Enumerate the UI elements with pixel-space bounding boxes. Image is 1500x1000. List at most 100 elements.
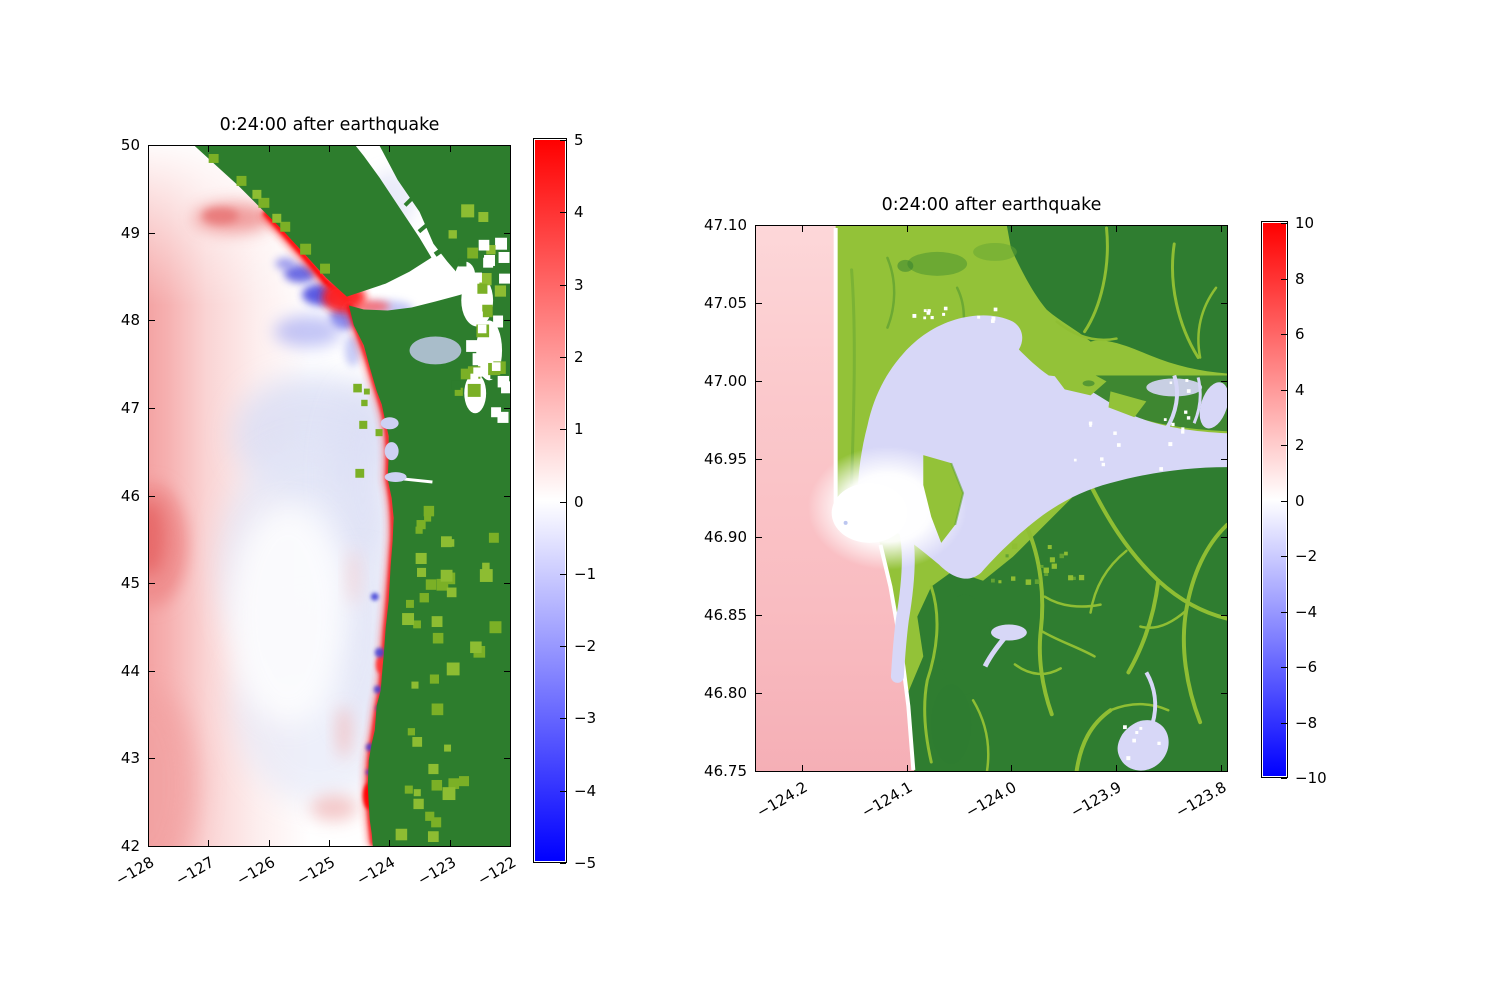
x-tick-bottom [208, 840, 209, 846]
terrain-pixel [470, 373, 479, 382]
x-tick-bottom [389, 840, 390, 846]
y-tick-left [756, 693, 762, 694]
colorbar-tick [1281, 778, 1287, 779]
left-colorbar: 5 4 3 2 1 0 −1 −2 −3 −4 −5 [533, 131, 596, 872]
y-tick-right [504, 583, 510, 584]
terrain-pixel [423, 505, 435, 517]
y-tick-label: 46.85 [704, 606, 747, 624]
colorbar-tick [1281, 501, 1287, 502]
terrain-pixel [355, 468, 365, 478]
y-tick-right [1221, 771, 1227, 772]
x-tick-bottom [1116, 765, 1117, 771]
colorbar-tick-label: −4 [1295, 603, 1318, 621]
terrain-pixel [363, 388, 370, 395]
terrain-pixel [451, 380, 461, 390]
x-tick-bottom [329, 840, 330, 846]
terrain-pixel [1049, 557, 1055, 563]
x-tick-top [510, 146, 511, 152]
right-colorbar: 10 8 6 4 2 0 −2 −4 −6 −8 −10 [1261, 214, 1327, 787]
x-tick-bottom [1221, 765, 1222, 771]
y-tick-label: 47.10 [704, 216, 747, 234]
terrain-pixel [1078, 574, 1085, 581]
terrain-pixel [1072, 576, 1076, 581]
colorbar-tick-label: 1 [574, 420, 584, 438]
x-tick-top [329, 146, 330, 152]
terrain-pixel [1157, 741, 1161, 745]
colorbar-tick [1281, 723, 1287, 724]
terrain-pixel [1186, 416, 1191, 420]
terrain-pixel [412, 737, 423, 747]
y-tick-label: 50 [120, 136, 140, 154]
map-pnw-coast [149, 146, 510, 846]
y-tick-right [1221, 381, 1227, 382]
y-tick-label: 42 [120, 837, 140, 855]
x-tick-bottom [802, 765, 803, 771]
y-tick-right [1221, 693, 1227, 694]
terrain-pixel [1171, 422, 1175, 427]
terrain-pixel [486, 245, 496, 255]
y-tick-left [756, 615, 762, 616]
terrain-pixel [458, 776, 470, 787]
x-tick-top [269, 146, 270, 152]
left-map-image [148, 145, 511, 847]
colorbar-tick [1281, 612, 1287, 613]
terrain-pixel [466, 340, 478, 352]
colorbar-tick [560, 646, 566, 647]
terrain-pixel [431, 779, 443, 791]
terrain-pixel [1135, 731, 1139, 735]
terrain-pixel [431, 703, 444, 716]
colorbar-tick-label: 2 [1295, 436, 1305, 454]
terrain-pixel [1116, 443, 1121, 447]
terrain-pixel [446, 662, 460, 676]
terrain-pixel [494, 285, 507, 297]
terrain-pixel [1068, 575, 1074, 581]
terrain-pixel [488, 532, 499, 543]
x-tick-top [389, 146, 390, 152]
terrain-pixel [930, 315, 934, 320]
terrain-pixel [1011, 543, 1018, 550]
terrain-pixel [404, 785, 413, 794]
terrain-pixel [942, 312, 946, 316]
y-tick-right [504, 233, 510, 234]
terrain-pixel [943, 306, 948, 311]
terrain-pixel [1163, 418, 1167, 421]
colorbar-tick-label: −5 [574, 854, 597, 872]
x-tick-bottom [269, 840, 270, 846]
terrain-pixel [413, 620, 421, 629]
x-tick-label: −123.9 [1067, 778, 1125, 822]
terrain-pixel [471, 301, 483, 313]
terrain-pixel [411, 681, 419, 689]
terrain-pixel [1025, 579, 1032, 585]
terrain-pixel [458, 258, 467, 267]
terrain-pixel [448, 230, 457, 239]
x-tick-label: −126 [233, 853, 278, 890]
x-tick-label: −124 [353, 853, 398, 890]
colorbar-tick-label: −4 [574, 782, 597, 800]
y-tick-right [1221, 615, 1227, 616]
terrain-pixel [444, 744, 452, 752]
colorbar-tick-label: 5 [574, 131, 584, 149]
terrain-pixel [1168, 442, 1173, 447]
terrain-pixel [446, 587, 457, 598]
terrain-pixel [923, 316, 927, 320]
x-tick-label: −123.8 [1172, 778, 1230, 822]
terrain-pixel [1139, 726, 1143, 730]
y-tick-right [504, 671, 510, 672]
y-tick-left [756, 771, 762, 772]
y-tick-right [1221, 303, 1227, 304]
terrain-pixel [436, 578, 449, 591]
marsh-and-speckle-scatter [912, 306, 1191, 761]
y-tick-label: 48 [120, 311, 140, 329]
terrain-pixel [359, 420, 368, 429]
terrain-pixel [1059, 553, 1064, 559]
colorbar-tick-label: −8 [1295, 714, 1318, 732]
terrain-pixel [1169, 381, 1173, 385]
terrain-pixel [477, 283, 488, 294]
terrain-pixel [431, 616, 443, 628]
terrain-pixel [1186, 389, 1191, 393]
x-tick-bottom [510, 840, 511, 846]
colorbar-tick [1281, 556, 1287, 557]
terrain-pixel [1123, 725, 1127, 730]
terrain-pixel [1113, 431, 1117, 435]
terrain-pixel [998, 580, 1002, 584]
